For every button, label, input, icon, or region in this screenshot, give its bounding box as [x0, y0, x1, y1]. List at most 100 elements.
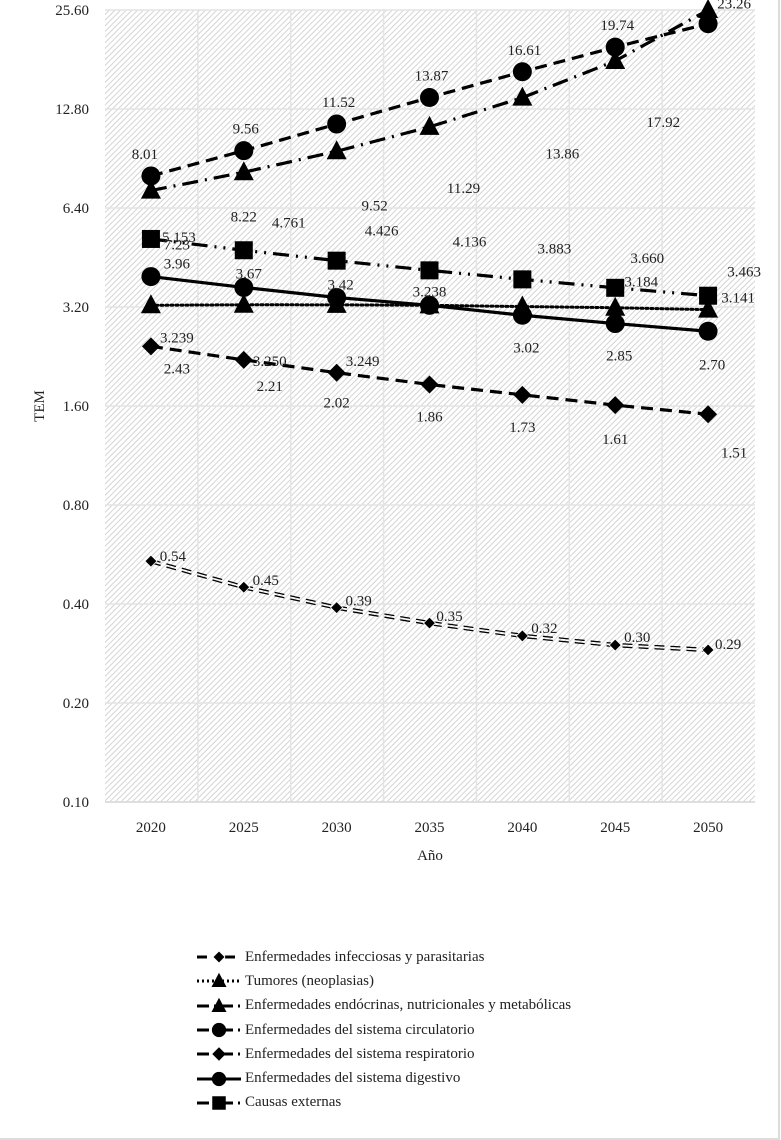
- legend-item: Enfermedades del sistema respiratorio: [195, 1042, 571, 1066]
- data-label: 3.67: [236, 266, 263, 282]
- legend-item: Causas externas: [195, 1091, 571, 1115]
- y-axis-title: TEM: [32, 390, 48, 422]
- y-tick-label: 0.40: [63, 597, 89, 613]
- circle-marker: [698, 321, 718, 341]
- triangle-marker: [140, 294, 161, 314]
- legend-swatch: [197, 950, 241, 964]
- data-label: 2.21: [257, 379, 283, 395]
- circle-marker: [211, 1071, 227, 1086]
- data-label: 3.249: [346, 354, 380, 370]
- circle-marker: [327, 114, 347, 134]
- data-label: 23.26: [717, 0, 751, 13]
- square-marker: [327, 251, 346, 270]
- data-label: 3.239: [160, 330, 194, 346]
- diamond-marker: [606, 396, 625, 415]
- data-label: 1.86: [416, 409, 443, 425]
- legend-label: Tumores (neoplasias): [245, 972, 375, 989]
- data-label: 3.141: [721, 291, 755, 307]
- square-marker: [606, 278, 625, 297]
- circle-marker: [420, 88, 439, 108]
- triangle-marker: [211, 997, 227, 1012]
- y-tick-label: 0.10: [63, 795, 89, 811]
- data-label: 9.52: [362, 198, 388, 214]
- square-marker: [141, 229, 160, 248]
- y-tick-label: 0.80: [63, 498, 89, 514]
- chart: 0.10 0.20 0.40 0.80 1.60 3.20 6.40 12.80 25.60 2…: [32, 0, 761, 864]
- x-tick-label: 2020: [136, 820, 166, 836]
- triangle-marker: [233, 293, 254, 313]
- square-marker: [699, 286, 718, 305]
- diamond-marker: [144, 554, 158, 568]
- triangle-marker: [419, 115, 440, 135]
- data-label: 11.52: [322, 95, 355, 111]
- diamond-marker: [237, 580, 251, 594]
- x-tick-label: 2050: [693, 820, 723, 836]
- legend-item: Tumores (neoplasias): [195, 969, 571, 993]
- diamond-marker: [699, 405, 718, 424]
- data-label: 3.250: [253, 354, 287, 370]
- gridlines: [105, 9, 755, 803]
- y-tick-label: 6.40: [63, 201, 89, 217]
- x-axis: 2020 2025 2030 2035 2040 2045 2050: [105, 801, 755, 836]
- diamond-marker: [141, 337, 160, 356]
- data-label: 3.463: [727, 265, 761, 281]
- data-label: 2.70: [699, 357, 725, 373]
- legend-label: Causas externas: [245, 1094, 342, 1111]
- series-1: [144, 554, 715, 657]
- diamond-marker: [234, 350, 253, 369]
- triangle-marker: [698, 0, 719, 18]
- circle-marker: [512, 305, 532, 325]
- y-tick-label: 12.80: [55, 102, 89, 118]
- circle-marker: [234, 141, 254, 161]
- legend-label: Enfermedades endócrinas, nutricionales y…: [245, 997, 572, 1014]
- circle-marker: [211, 1022, 227, 1038]
- legend-item: Enfermedades del sistema digestivo: [195, 1066, 571, 1090]
- x-axis-title: Año: [417, 848, 443, 864]
- legend-swatch: [197, 1096, 241, 1110]
- data-label: 0.35: [436, 609, 462, 625]
- series-6: [141, 267, 718, 341]
- circle-marker: [512, 62, 532, 82]
- data-label: 8.01: [132, 147, 158, 163]
- data-label: 8.22: [231, 209, 257, 225]
- data-label: 2.43: [164, 361, 190, 377]
- legend-label: Enfermedades infecciosas y parasitarias: [245, 948, 485, 965]
- circle-marker: [605, 314, 625, 334]
- legend-swatch: [197, 973, 241, 988]
- data-label: 9.56: [233, 122, 260, 138]
- triangle-marker: [512, 86, 533, 106]
- square-marker: [212, 1096, 226, 1110]
- diamond-marker: [330, 601, 344, 615]
- diamond-marker: [420, 375, 439, 394]
- data-label: 13.86: [545, 147, 579, 163]
- data-label: 0.39: [346, 594, 372, 610]
- triangle-marker: [698, 298, 719, 318]
- data-label: 0.30: [624, 630, 650, 646]
- data-label: 5.153: [162, 230, 196, 246]
- diamond-marker: [701, 643, 715, 657]
- legend: Enfermedades infecciosas y parasitarias T…: [195, 945, 571, 1115]
- data-label: 1.73: [509, 420, 535, 436]
- series-7: [141, 229, 718, 305]
- legend-item: Enfermedades infecciosas y parasitarias: [195, 945, 571, 969]
- x-tick-label: 2030: [322, 820, 352, 836]
- triangle-marker: [140, 179, 161, 199]
- triangle-marker: [233, 161, 254, 181]
- series-4: [141, 14, 718, 186]
- x-tick-label: 2025: [229, 820, 259, 836]
- data-label: 3.238: [413, 284, 447, 300]
- triangle-marker: [211, 973, 227, 988]
- circle-marker: [234, 277, 254, 297]
- legend-label: Enfermedades del sistema digestivo: [245, 1070, 461, 1087]
- data-label: 19.74: [600, 18, 634, 34]
- y-tick-label: 25.60: [55, 3, 89, 19]
- data-label: 0.54: [160, 549, 187, 565]
- series-3: [140, 0, 719, 199]
- data-label: 1.51: [721, 445, 747, 461]
- triangle-marker: [326, 140, 347, 160]
- legend-label: Enfermedades del sistema respiratorio: [245, 1045, 475, 1062]
- data-label: 16.61: [507, 43, 541, 59]
- diamond-marker: [212, 950, 226, 964]
- triangle-marker: [605, 49, 626, 69]
